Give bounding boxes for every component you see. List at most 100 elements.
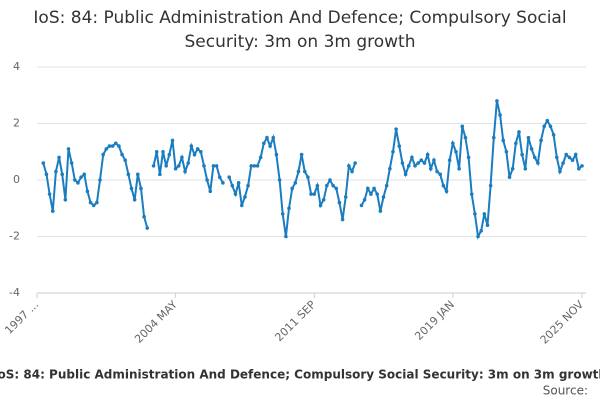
point xyxy=(403,172,408,177)
point xyxy=(325,183,329,188)
point xyxy=(202,164,206,168)
point xyxy=(573,152,578,157)
point xyxy=(551,133,556,137)
point xyxy=(246,183,250,188)
point xyxy=(180,155,184,160)
point xyxy=(384,183,389,188)
y-tick-label: 0 xyxy=(13,173,20,186)
point xyxy=(394,127,398,131)
point xyxy=(413,164,417,168)
point xyxy=(381,195,386,199)
point xyxy=(545,118,550,123)
point xyxy=(321,197,326,202)
series-line xyxy=(42,141,149,229)
point xyxy=(362,197,367,202)
point xyxy=(318,203,323,208)
point xyxy=(539,138,543,143)
point xyxy=(469,192,474,196)
point xyxy=(419,158,424,163)
point xyxy=(476,234,480,239)
point xyxy=(145,226,150,230)
x-tick-label: 2004 MAY xyxy=(132,298,180,346)
point xyxy=(107,144,112,148)
point xyxy=(406,164,411,168)
point xyxy=(520,152,524,157)
point xyxy=(252,164,257,168)
point xyxy=(451,141,455,146)
point xyxy=(567,155,572,160)
point xyxy=(353,161,357,165)
point xyxy=(369,192,373,196)
point xyxy=(400,161,405,165)
point xyxy=(69,161,74,165)
point xyxy=(167,152,172,157)
point xyxy=(221,181,225,185)
point xyxy=(510,166,515,171)
point xyxy=(536,161,540,165)
point xyxy=(498,113,502,117)
point xyxy=(73,178,77,182)
point xyxy=(331,183,335,188)
point xyxy=(425,152,430,157)
point xyxy=(290,186,294,191)
point xyxy=(548,124,553,129)
point xyxy=(391,149,395,154)
point xyxy=(91,203,96,208)
point xyxy=(211,164,216,168)
point xyxy=(501,138,506,143)
point xyxy=(343,195,348,199)
point xyxy=(164,164,168,168)
point xyxy=(151,164,156,168)
point xyxy=(523,166,528,171)
point xyxy=(205,178,209,182)
point xyxy=(271,135,276,140)
point xyxy=(422,161,427,165)
point xyxy=(170,138,175,143)
point xyxy=(328,178,332,182)
point xyxy=(410,155,414,160)
x-tick-label: 1997 ... xyxy=(2,298,41,337)
point xyxy=(227,175,231,179)
point xyxy=(195,147,200,151)
point xyxy=(378,209,383,213)
point xyxy=(564,152,569,157)
point xyxy=(274,152,279,157)
point xyxy=(438,172,443,177)
point xyxy=(514,141,518,146)
point xyxy=(233,192,238,196)
point xyxy=(416,161,420,165)
point xyxy=(199,149,203,154)
point xyxy=(491,135,496,140)
point xyxy=(293,181,298,185)
point xyxy=(542,124,546,129)
point xyxy=(192,152,197,157)
point xyxy=(217,175,222,179)
point xyxy=(299,152,304,157)
point xyxy=(280,212,285,216)
point xyxy=(359,203,364,208)
point xyxy=(334,186,339,191)
point xyxy=(268,144,272,148)
point xyxy=(350,169,354,174)
point xyxy=(44,172,49,177)
x-tick-label: 2011 SEP xyxy=(272,298,318,344)
point xyxy=(57,155,61,160)
point xyxy=(447,158,452,163)
point xyxy=(340,217,345,222)
point xyxy=(561,161,565,165)
point xyxy=(189,144,194,148)
point xyxy=(236,181,241,185)
x-tick-label: 2019 JAN xyxy=(412,298,457,343)
point xyxy=(101,152,105,157)
point xyxy=(258,155,263,160)
point xyxy=(158,172,162,177)
point xyxy=(230,183,235,188)
point xyxy=(309,192,313,196)
x-tick-label: 2025 NOV xyxy=(538,298,587,347)
point xyxy=(88,200,93,205)
point xyxy=(41,161,46,165)
point xyxy=(463,135,468,140)
point xyxy=(262,141,266,146)
point xyxy=(375,192,380,196)
